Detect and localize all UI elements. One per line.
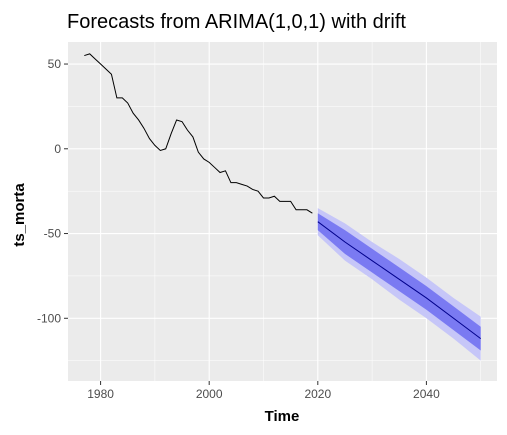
- plot-panel: [68, 42, 497, 381]
- axis-ticks: [64, 63, 427, 385]
- x-tick-label: 1980: [87, 387, 114, 401]
- forecast-mean-line: [317, 221, 482, 340]
- x-tick-label: 2000: [196, 387, 223, 401]
- y-tick-label: -50: [44, 227, 62, 241]
- y-tick-label: -100: [37, 311, 61, 325]
- y-axis-title: ts_morta: [11, 183, 28, 247]
- minor-gridlines: [68, 42, 497, 381]
- x-tick-label: 2020: [304, 387, 331, 401]
- axis-tick-labels: 1980 2000 2020 2040 50 0 -50 -100: [37, 57, 440, 401]
- y-tick-label: 0: [54, 142, 61, 156]
- y-tick-label: 50: [48, 57, 62, 71]
- x-axis-title: Time: [265, 408, 300, 425]
- forecast-interval-80: [317, 213, 481, 351]
- chart-title: Forecasts from ARIMA(1,0,1) with drift: [67, 11, 406, 33]
- major-gridlines: [68, 42, 497, 381]
- x-tick-label: 2040: [413, 387, 440, 401]
- history-line: [84, 53, 313, 214]
